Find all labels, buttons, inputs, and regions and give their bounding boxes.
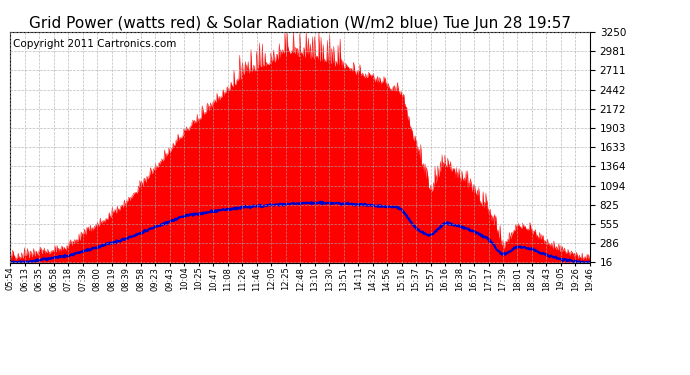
Title: Grid Power (watts red) & Solar Radiation (W/m2 blue) Tue Jun 28 19:57: Grid Power (watts red) & Solar Radiation…: [29, 16, 571, 31]
Text: Copyright 2011 Cartronics.com: Copyright 2011 Cartronics.com: [13, 39, 177, 49]
